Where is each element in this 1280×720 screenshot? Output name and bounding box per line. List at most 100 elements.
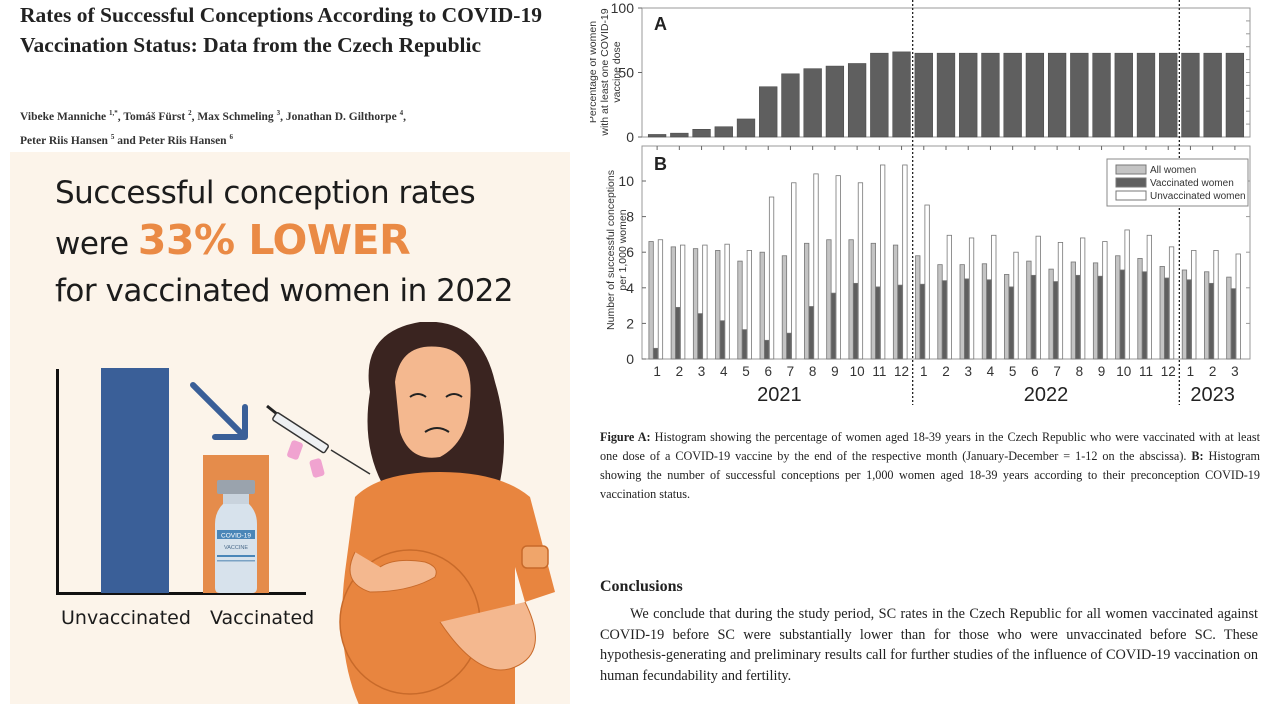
author-name: Max Schmeling bbox=[197, 110, 277, 123]
headline-line-3: for vaccinated women in 2022 bbox=[55, 273, 514, 309]
small-vials-icon bbox=[287, 440, 325, 478]
pregnant-woman-illustration bbox=[339, 322, 555, 704]
panel-b-bar-all-women bbox=[1070, 261, 1076, 360]
panel-a-bar bbox=[736, 118, 756, 138]
panel-b-xtick-label: 10 bbox=[1116, 364, 1131, 379]
mini-chart-y-axis bbox=[56, 369, 59, 595]
legend-swatch bbox=[1115, 190, 1147, 201]
vial-label-bottom: VACCINE bbox=[224, 545, 248, 551]
panel-b-bar-unvaccinated-women bbox=[1080, 237, 1086, 360]
panel-b-bar-unvaccinated-women bbox=[1013, 251, 1019, 360]
panel-b-bar-vaccinated-women bbox=[897, 284, 903, 360]
panel-b-xtick-label: 5 bbox=[1009, 364, 1017, 379]
panel-b-bar-unvaccinated-women bbox=[1168, 246, 1175, 360]
panel-b-xtick-label: 12 bbox=[894, 364, 909, 379]
panel-b-xtick-label: 6 bbox=[764, 364, 772, 379]
panel-b-bar-all-women bbox=[759, 251, 765, 360]
panel-a-bar bbox=[1136, 52, 1156, 138]
panel-a-bar bbox=[870, 52, 889, 138]
panel-b-xtick-label: 11 bbox=[872, 364, 886, 379]
panel-b-bar-unvaccinated-women bbox=[813, 173, 819, 360]
panel-a-bar bbox=[692, 129, 711, 138]
infographic-panel: Successful conception rates were 33% LOW… bbox=[10, 152, 570, 704]
paper-title: Rates of Successful Conceptions Accordin… bbox=[20, 3, 542, 57]
legend-swatch bbox=[1115, 177, 1147, 188]
headline-highlight: 33% LOWER bbox=[137, 216, 411, 264]
panel-b-xtick-label: 7 bbox=[1053, 364, 1061, 379]
panel-b-ytick-label: 10 bbox=[618, 173, 634, 189]
unvaccinated-bar bbox=[101, 368, 169, 593]
panel-b-bar-all-women bbox=[937, 264, 943, 360]
panel-a-ylabel: Percentage of womenwith at least one COV… bbox=[590, 8, 623, 136]
headline-line-2: were 33% LOWER bbox=[55, 217, 513, 268]
panel-b-xtick-label: 11 bbox=[1139, 364, 1153, 379]
panel-b-bar-vaccinated-women bbox=[1030, 274, 1036, 360]
panel-b-bar-unvaccinated-women bbox=[1124, 229, 1130, 360]
panel-b-bar-all-women bbox=[1026, 260, 1032, 360]
headline-line-2-prefix: were bbox=[55, 226, 129, 262]
panel-b-bar-unvaccinated-women bbox=[880, 164, 886, 360]
panel-a-ytick-label: 50 bbox=[618, 65, 634, 81]
panel-b-bar-vaccinated-women bbox=[697, 313, 703, 360]
panel-b-bar-vaccinated-women bbox=[1164, 277, 1170, 360]
panel-a-ytick-label: 100 bbox=[611, 0, 635, 16]
panel-a-bar bbox=[759, 86, 778, 138]
panel-b-bar-all-women bbox=[959, 264, 965, 360]
author-list: Vibeke Manniche 1,*, Tomáš Fürst 2, Max … bbox=[20, 109, 406, 147]
panel-a-bar bbox=[1025, 52, 1045, 138]
panel-b-ytick-label: 8 bbox=[626, 209, 634, 225]
unvaccinated-label: Unvaccinated bbox=[61, 607, 191, 629]
panel-b-bar-all-women bbox=[981, 263, 988, 360]
panel-b-xtick-label: 2 bbox=[676, 364, 684, 379]
panel-a-bar bbox=[936, 52, 956, 138]
figure-caption: Figure A: Histogram showing the percenta… bbox=[600, 428, 1260, 504]
author-name: Tomáš Fürst bbox=[123, 110, 189, 123]
panel-b-xtick-label: 9 bbox=[831, 364, 839, 379]
panel-b-bar-all-women bbox=[692, 248, 699, 360]
panel-a-bar bbox=[1003, 52, 1022, 138]
panel-b-bar-unvaccinated-women bbox=[835, 175, 841, 360]
panel-b-xtick-label: 3 bbox=[698, 364, 706, 379]
panel-b-bar-unvaccinated-women bbox=[1057, 242, 1064, 360]
panel-b-ytick-label: 4 bbox=[626, 280, 634, 296]
panel-a-bar bbox=[803, 68, 822, 138]
panel-b-bar-vaccinated-women bbox=[719, 320, 725, 360]
panel-b-bar-unvaccinated-women bbox=[791, 182, 797, 360]
panel-b-xtick-label: 12 bbox=[1161, 364, 1176, 379]
year-label: 2022 bbox=[1024, 384, 1069, 405]
panel-a-bar bbox=[959, 52, 978, 138]
author-name: Peter Riis Hansen bbox=[138, 134, 230, 147]
panel-b-bar-vaccinated-women bbox=[919, 283, 925, 360]
panel-b-bar-vaccinated-women bbox=[1097, 275, 1103, 360]
panel-b-xtick-label: 3 bbox=[964, 364, 972, 379]
panel-a-bar bbox=[670, 132, 689, 138]
panel-b-xtick-label: 6 bbox=[1031, 364, 1039, 379]
panel-b-bar-vaccinated-women bbox=[675, 306, 681, 360]
panel-a-ytick-label: 0 bbox=[626, 129, 634, 145]
panel-b-bar-unvaccinated-women bbox=[857, 182, 864, 360]
panel-b-label: B bbox=[654, 154, 667, 174]
panel-b-xtick-label: 5 bbox=[742, 364, 750, 379]
panel-b-bar-unvaccinated-women bbox=[1146, 234, 1152, 360]
panel-b-bar-vaccinated-women bbox=[1119, 269, 1125, 360]
panel-b-xtick-label: 7 bbox=[787, 364, 795, 379]
panel-b-ytick-label: 2 bbox=[626, 315, 634, 331]
panel-b-bar-all-women bbox=[737, 260, 743, 360]
panel-a-label: A bbox=[654, 14, 667, 34]
conception-rate-figure: 0 50 100 A Percentage of womenwith at least … bbox=[590, 0, 1251, 405]
legend-label: Unvaccinated women bbox=[1150, 191, 1246, 202]
caption-b-label: B: bbox=[1191, 449, 1204, 463]
author-affiliation: 1,* bbox=[109, 109, 118, 117]
panel-b-xtick-label: 2 bbox=[1209, 364, 1217, 379]
panel-a-bar bbox=[914, 52, 933, 138]
panel-b-bar-vaccinated-women bbox=[986, 279, 992, 360]
year-label: 2021 bbox=[757, 384, 802, 405]
caption-a-label: Figure A: bbox=[600, 430, 651, 444]
panel-b-bar-unvaccinated-women bbox=[746, 250, 752, 360]
panel-b-xtick-label: 8 bbox=[809, 364, 817, 379]
author-affiliation: 2 bbox=[188, 109, 192, 117]
panel-b-bar-unvaccinated-women bbox=[924, 204, 930, 360]
panel-b-bar-vaccinated-women bbox=[830, 292, 836, 360]
author-name: Peter Riis Hansen bbox=[20, 134, 111, 147]
conclusions-heading: Conclusions bbox=[600, 578, 683, 595]
